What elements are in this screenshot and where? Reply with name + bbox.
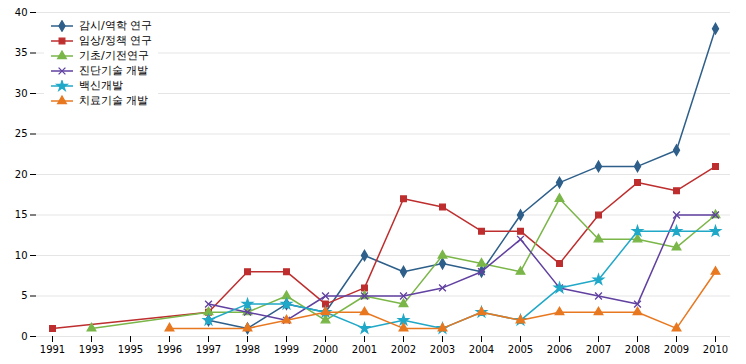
- svg-text:1997: 1997: [196, 344, 221, 355]
- svg-text:2001: 2001: [352, 344, 377, 355]
- html-text:치료기술 개발: 치료기술 개발: [79, 94, 149, 107]
- html-text:감시/역학 연구: 감시/역학 연구: [79, 19, 153, 32]
- svg-text:40: 40: [15, 7, 28, 18]
- html-text:임상/정책 연구: 임상/정책 연구: [79, 34, 153, 47]
- html-text:백신개발: 백신개발: [79, 79, 123, 92]
- svg-text:1995: 1995: [118, 344, 143, 355]
- svg-text:1998: 1998: [235, 344, 260, 355]
- svg-text:1999: 1999: [274, 344, 299, 355]
- svg-text:1993: 1993: [79, 344, 104, 355]
- svg-text:35: 35: [15, 47, 28, 58]
- svg-text:10: 10: [15, 250, 28, 261]
- html-text:기초/기전연구: 기초/기전연구: [79, 49, 149, 62]
- svg-text:20: 20: [15, 169, 28, 180]
- svg-text:30: 30: [15, 88, 28, 99]
- svg-text:2009: 2009: [664, 344, 689, 355]
- svg-text:5: 5: [21, 290, 27, 301]
- svg-text:2008: 2008: [625, 344, 650, 355]
- svg-text:2006: 2006: [547, 344, 572, 355]
- svg-text:2004: 2004: [469, 344, 494, 355]
- svg-text:25: 25: [15, 128, 28, 139]
- svg-text:0: 0: [21, 331, 27, 342]
- svg-text:15: 15: [15, 209, 28, 220]
- svg-text:2010: 2010: [703, 344, 728, 355]
- svg-text:2005: 2005: [508, 344, 533, 355]
- svg-text:1991: 1991: [40, 344, 65, 355]
- svg-text:2007: 2007: [586, 344, 611, 355]
- html-text:진단기술 개발: 진단기술 개발: [79, 64, 149, 77]
- svg-text:2002: 2002: [391, 344, 416, 355]
- svg-text:2003: 2003: [430, 344, 455, 355]
- svg-text:2000: 2000: [313, 344, 338, 355]
- svg-text:1996: 1996: [157, 344, 182, 355]
